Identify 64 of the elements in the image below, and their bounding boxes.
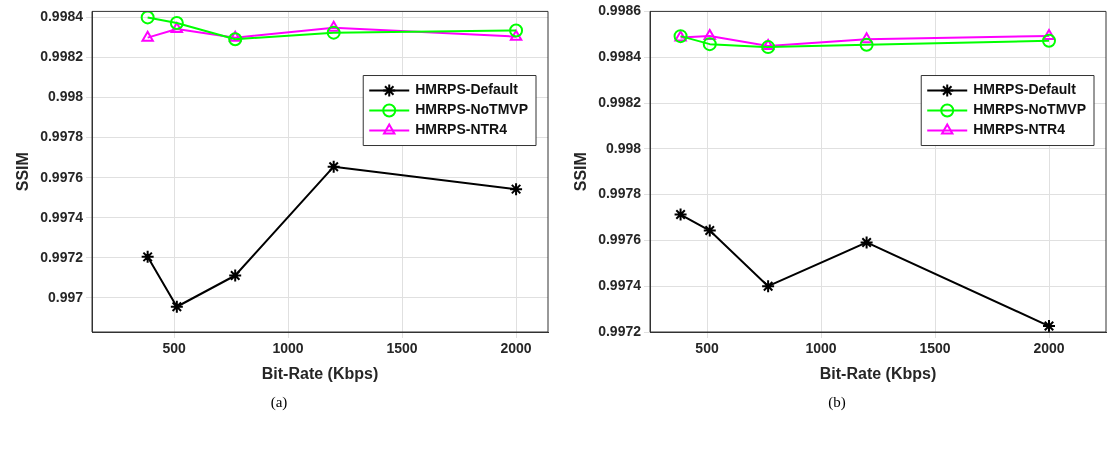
point [141, 30, 154, 42]
x-tick-label: 500 [695, 340, 719, 357]
point [761, 279, 776, 294]
y-tick-label: 0.9982 [40, 48, 84, 65]
text: (b) [827, 394, 847, 411]
legend-label: HMRPS-Default [415, 81, 519, 98]
y-tick-label: 0.9984 [598, 48, 642, 65]
legend-label: HMRPS-NTR4 [415, 121, 508, 138]
point [140, 11, 155, 25]
point [327, 20, 340, 32]
y-tick-label: 0.9978 [598, 185, 642, 202]
point [509, 182, 524, 197]
point [229, 30, 242, 42]
point [228, 268, 243, 283]
point [228, 32, 243, 47]
point [859, 235, 874, 250]
point [860, 32, 873, 44]
x-tick-label: 1500 [386, 340, 418, 357]
y-tick-label: 0.998 [47, 88, 84, 105]
x-tick-label: 1000 [805, 340, 837, 357]
legend-label: HMRPS-NoTMVP [415, 101, 529, 118]
y-tick-label: 0.9972 [598, 322, 642, 339]
y-tick-label: 0.9974 [598, 277, 642, 294]
point [673, 207, 688, 222]
x-tick-label: 1500 [919, 340, 951, 357]
y-tick-label: 0.9976 [40, 168, 84, 185]
x-axis-title: Bit-Rate (Kbps) [261, 364, 379, 382]
point [509, 29, 523, 41]
y-tick-label: 0.9972 [40, 248, 84, 265]
legend-label: HMRPS-Default [973, 81, 1077, 98]
y-tick-label: 0.9974 [40, 208, 84, 225]
y-tick-label: 0.9978 [40, 128, 84, 145]
text: (a) [269, 394, 289, 411]
legend-label: HMRPS-NoTMVP [973, 101, 1087, 118]
point [1042, 33, 1056, 48]
point [326, 25, 341, 40]
y-axis-title: SSIM [14, 152, 32, 192]
point [140, 249, 155, 264]
point [169, 16, 184, 31]
point [170, 22, 184, 34]
legend-label: HMRPS-NTR4 [973, 121, 1066, 138]
point [761, 40, 776, 55]
point [509, 23, 524, 38]
point [859, 37, 874, 52]
y-tick-label: 0.9982 [598, 93, 642, 110]
x-tick-label: 2000 [1033, 340, 1065, 357]
x-axis-title: Bit-Rate (Kbps) [819, 364, 937, 382]
x-tick-label: 1000 [272, 340, 304, 357]
point [1042, 28, 1056, 40]
point [702, 37, 717, 52]
y-tick-label: 0.9976 [598, 231, 642, 248]
point [326, 159, 341, 174]
x-tick-label: 500 [162, 340, 186, 357]
point [703, 28, 716, 40]
point [169, 299, 184, 314]
y-tick-label: 0.997 [47, 288, 84, 305]
y-axis-title: SSIM [572, 152, 590, 192]
y-tick-label: 0.998 [605, 139, 642, 156]
point [1042, 319, 1056, 332]
y-tick-label: 0.9986 [598, 2, 642, 19]
point [702, 223, 717, 238]
y-tick-label: 0.9984 [40, 8, 84, 25]
x-tick-label: 2000 [500, 340, 532, 357]
point [761, 38, 775, 50]
